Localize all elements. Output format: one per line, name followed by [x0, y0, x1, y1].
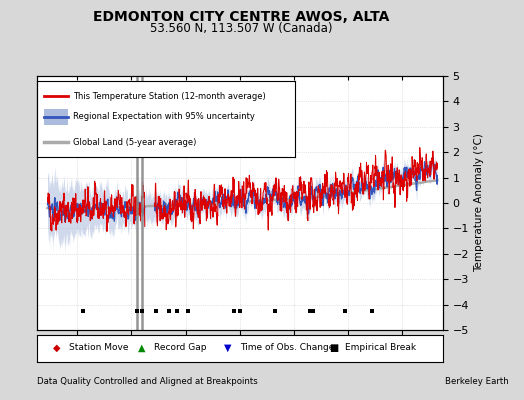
Text: Berkeley Earth: Berkeley Earth [445, 377, 509, 386]
Text: ■: ■ [329, 343, 339, 353]
Text: 53.560 N, 113.507 W (Canada): 53.560 N, 113.507 W (Canada) [150, 22, 332, 35]
Text: Empirical Break: Empirical Break [345, 343, 417, 352]
Text: Record Gap: Record Gap [155, 343, 207, 352]
Text: Time of Obs. Change: Time of Obs. Change [239, 343, 334, 352]
Text: ▲: ▲ [138, 343, 146, 353]
Text: Data Quality Controlled and Aligned at Breakpoints: Data Quality Controlled and Aligned at B… [37, 377, 257, 386]
Text: Station Move: Station Move [69, 343, 129, 352]
Text: ▼: ▼ [223, 343, 231, 353]
Y-axis label: Temperature Anomaly (°C): Temperature Anomaly (°C) [475, 134, 485, 272]
Text: EDMONTON CITY CENTRE AWOS, ALTA: EDMONTON CITY CENTRE AWOS, ALTA [93, 10, 389, 24]
Text: ◆: ◆ [53, 343, 60, 353]
